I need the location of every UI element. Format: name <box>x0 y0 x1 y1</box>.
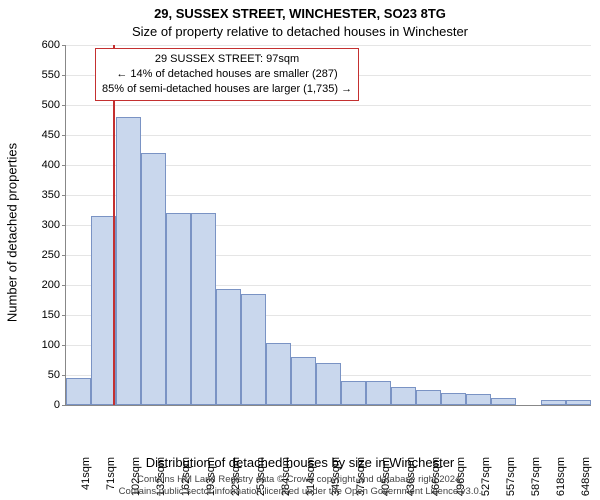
histogram-bar <box>241 294 266 405</box>
y-tick-mark <box>62 375 66 376</box>
callout-line3: 85% of semi-detached houses are larger (… <box>102 82 352 97</box>
y-tick-mark <box>62 315 66 316</box>
y-tick-mark <box>62 255 66 256</box>
y-tick-mark <box>62 285 66 286</box>
footer-line1: Contains HM Land Registry data © Crown c… <box>0 474 600 486</box>
y-tick-label: 200 <box>5 279 60 291</box>
histogram-bar <box>566 400 591 405</box>
gridline-h <box>66 105 591 106</box>
y-tick-label: 250 <box>5 249 60 261</box>
gridline-h <box>66 45 591 46</box>
histogram-bar <box>366 381 391 405</box>
histogram-bar <box>391 387 416 405</box>
footer-line2: Contains public sector information licen… <box>0 486 600 498</box>
histogram-bar <box>491 398 516 405</box>
histogram-bar <box>441 393 466 405</box>
histogram-bar <box>191 213 216 405</box>
y-tick-mark <box>62 105 66 106</box>
y-tick-mark <box>62 45 66 46</box>
y-tick-mark <box>62 405 66 406</box>
histogram-bar <box>416 390 441 405</box>
histogram-bar <box>216 289 241 405</box>
y-tick-label: 450 <box>5 129 60 141</box>
histogram-bar <box>466 394 491 405</box>
footer-attribution: Contains HM Land Registry data © Crown c… <box>0 474 600 498</box>
chart-title-line1: 29, SUSSEX STREET, WINCHESTER, SO23 8TG <box>0 6 600 21</box>
histogram-bar <box>291 357 316 405</box>
callout-line2: ← 14% of detached houses are smaller (28… <box>102 67 352 82</box>
x-axis-title: Distribution of detached houses by size … <box>0 455 600 470</box>
y-tick-mark <box>62 225 66 226</box>
histogram-bar <box>266 343 291 405</box>
histogram-bar <box>316 363 341 405</box>
chart-container: 29, SUSSEX STREET, WINCHESTER, SO23 8TG … <box>0 0 600 500</box>
y-tick-label: 550 <box>5 69 60 81</box>
y-tick-mark <box>62 135 66 136</box>
y-tick-label: 600 <box>5 39 60 51</box>
y-tick-label: 400 <box>5 159 60 171</box>
y-tick-label: 0 <box>5 399 60 411</box>
histogram-bar <box>141 153 166 405</box>
y-tick-label: 350 <box>5 189 60 201</box>
y-tick-mark <box>62 345 66 346</box>
callout-box: 29 SUSSEX STREET: 97sqm ← 14% of detache… <box>95 48 359 101</box>
y-tick-mark <box>62 195 66 196</box>
y-tick-mark <box>62 75 66 76</box>
y-tick-mark <box>62 165 66 166</box>
y-tick-label: 150 <box>5 309 60 321</box>
y-tick-label: 100 <box>5 339 60 351</box>
y-tick-label: 500 <box>5 99 60 111</box>
y-tick-label: 50 <box>5 369 60 381</box>
gridline-h <box>66 135 591 136</box>
callout-line1: 29 SUSSEX STREET: 97sqm <box>102 52 352 67</box>
y-tick-label: 300 <box>5 219 60 231</box>
histogram-bar <box>341 381 366 405</box>
histogram-bar <box>116 117 141 405</box>
histogram-bar <box>166 213 191 405</box>
chart-title-line2: Size of property relative to detached ho… <box>0 24 600 39</box>
histogram-bar <box>66 378 91 405</box>
histogram-bar <box>541 400 566 405</box>
